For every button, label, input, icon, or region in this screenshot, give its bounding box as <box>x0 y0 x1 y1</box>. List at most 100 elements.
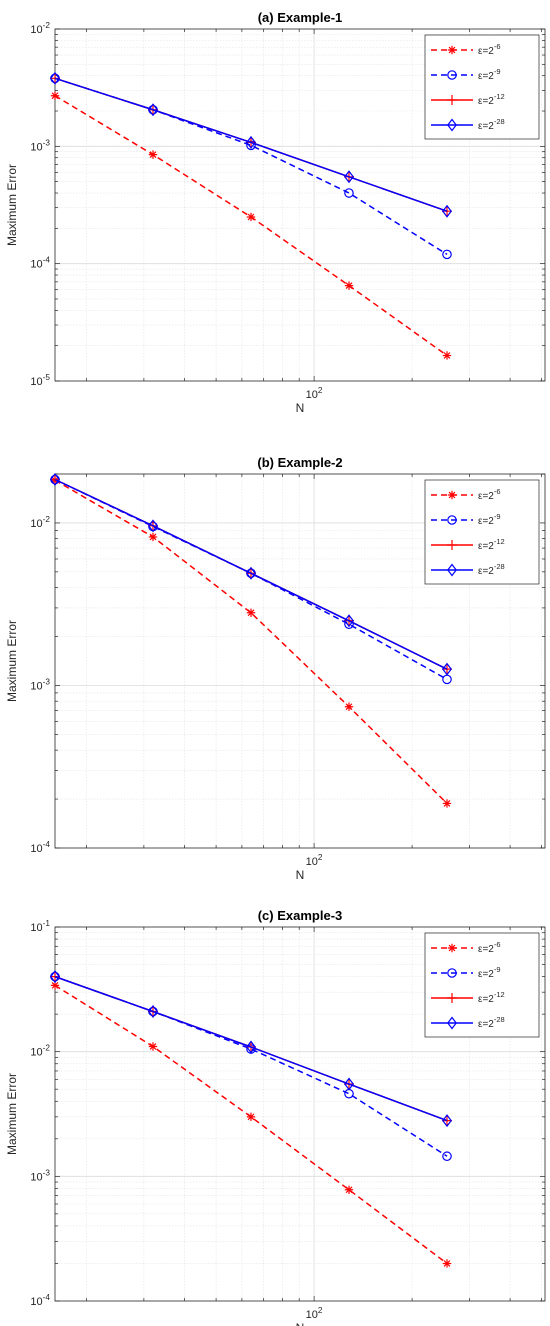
y-tick-label-base: 10 <box>30 680 42 692</box>
legend-marker <box>447 1016 457 1030</box>
legend-label-base: ε=2 <box>478 121 494 132</box>
legend-box <box>424 932 540 1038</box>
legend-entry: ε=2-12 <box>431 92 505 107</box>
series-1 <box>50 91 452 360</box>
x-tick-label-exp: 2 <box>318 1306 323 1315</box>
y-tick-label-base: 10 <box>30 1171 42 1183</box>
legend-label-exp: -28 <box>494 117 505 126</box>
legend-label-exp: -12 <box>494 92 505 101</box>
legend-marker <box>447 563 457 577</box>
legend-marker <box>447 540 457 550</box>
x-tick-label: 102 <box>306 853 323 868</box>
data-point-marker <box>50 473 60 486</box>
axes-box <box>54 28 546 382</box>
data-point-marker <box>50 970 60 984</box>
x-axis-label: N <box>296 401 305 415</box>
y-tick-label: 10-4 <box>30 1293 50 1308</box>
data-point-marker <box>344 1185 354 1194</box>
legend-label-base: ε=2 <box>478 46 494 57</box>
legend-label-base: ε=2 <box>478 491 494 502</box>
legend-marker <box>447 943 457 953</box>
legend-label: ε=2-6 <box>478 940 501 955</box>
legend-entry: ε=2-28 <box>431 1015 505 1030</box>
data-point-marker <box>442 249 452 260</box>
legend-label: ε=2-28 <box>478 562 505 577</box>
legend-label-exp: -12 <box>494 537 505 546</box>
y-tick-label: 10-5 <box>30 373 50 388</box>
data-point-marker <box>344 281 354 290</box>
series-1 <box>50 981 452 1268</box>
grid <box>55 29 545 381</box>
series-4 <box>50 71 452 218</box>
legend-label-base: ε=2 <box>478 71 494 82</box>
data-point-marker <box>442 1151 452 1162</box>
y-tick-label: 10-1 <box>30 919 50 934</box>
y-axis-label: Maximum Error <box>5 1073 19 1155</box>
legend-label-exp: -12 <box>494 990 505 999</box>
y-tick-label: 10-4 <box>30 256 50 271</box>
legend-label-exp: -28 <box>494 1015 505 1024</box>
data-point-marker <box>50 474 60 485</box>
y-tick-label: 10-2 <box>30 21 50 36</box>
x-axis-label: N <box>296 1321 305 1326</box>
y-tick-label-exp: -5 <box>43 373 51 382</box>
legend-label: ε=2-28 <box>478 1015 505 1030</box>
legend-marker <box>447 118 457 132</box>
legend-label-base: ε=2 <box>478 516 494 527</box>
y-tick-label-exp: -3 <box>43 138 51 147</box>
legend-box <box>424 34 540 140</box>
y-tick-label-exp: -2 <box>43 21 51 30</box>
axes <box>54 473 546 849</box>
legend-entry: ε=2-6 <box>431 940 501 955</box>
data-point-marker <box>50 91 60 100</box>
series-line <box>54 478 448 670</box>
data-point-marker <box>442 1115 452 1126</box>
legend-marker <box>447 95 457 105</box>
legend-entry: ε=2-12 <box>431 537 505 552</box>
data-point-marker <box>50 71 60 85</box>
y-tick-label-exp: -2 <box>43 1044 51 1053</box>
y-tick-label: 10-3 <box>30 138 50 153</box>
legend-label-exp: -6 <box>494 42 501 51</box>
data-point-marker <box>442 1114 452 1128</box>
chart-title: (b) Example-2 <box>257 455 342 470</box>
y-tick-label-base: 10 <box>30 1047 42 1059</box>
legend-entry: ε=2-28 <box>431 562 505 577</box>
data-point-marker <box>246 212 256 222</box>
y-tick-label-base: 10 <box>30 1296 42 1308</box>
data-point-marker <box>344 614 354 628</box>
legend-entry: ε=2-12 <box>431 990 505 1005</box>
data-point-marker <box>344 170 354 184</box>
data-point-marker <box>148 150 158 159</box>
series-line <box>54 975 448 1122</box>
legend-label: ε=2-12 <box>478 537 505 552</box>
series-line <box>54 479 448 804</box>
x-tick-label-base: 10 <box>306 1309 318 1321</box>
x-tick-label-base: 10 <box>306 389 318 401</box>
data-point-marker <box>148 532 158 542</box>
legend-box <box>424 479 540 585</box>
data-point-marker <box>344 702 354 711</box>
legend-marker <box>447 490 457 500</box>
legend-entry: ε=2-6 <box>431 42 501 57</box>
data-point-marker <box>442 662 452 676</box>
legend-label-base: ε=2 <box>478 994 494 1005</box>
legend-marker <box>447 45 457 55</box>
y-tick-label: 10-2 <box>30 1044 50 1059</box>
y-tick-label: 10-4 <box>30 840 50 855</box>
data-point-marker <box>246 1112 256 1122</box>
y-tick-label-exp: -4 <box>43 256 51 265</box>
legend-label-base: ε=2 <box>478 566 494 577</box>
axes-box <box>54 473 546 849</box>
series-4 <box>50 473 452 676</box>
y-tick-label-base: 10 <box>30 518 42 530</box>
data-point-marker <box>442 1259 452 1268</box>
legend-label: ε=2-6 <box>478 487 501 502</box>
y-tick-label-exp: -4 <box>43 840 51 849</box>
legend-label-exp: -6 <box>494 940 501 949</box>
legend: ε=2-6ε=2-9ε=2-12ε=2-28 <box>424 34 540 140</box>
data-point-marker <box>148 1005 158 1018</box>
